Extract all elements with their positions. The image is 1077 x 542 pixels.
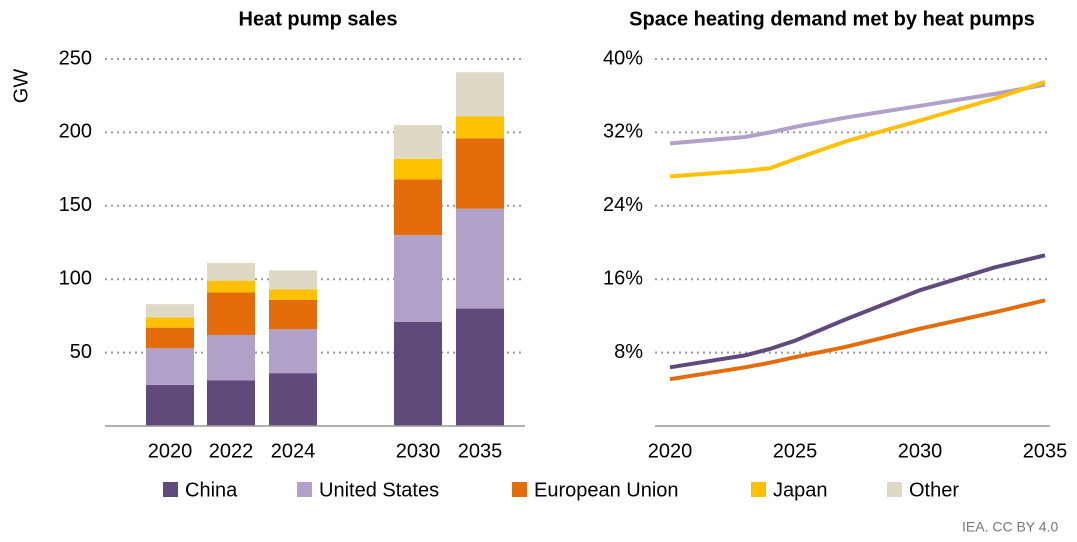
bar-segment xyxy=(146,317,194,328)
bar-segment xyxy=(146,348,194,385)
y-tick-label: 32% xyxy=(603,121,643,143)
x-tick-label: 2025 xyxy=(773,440,818,462)
source-note: IEA. CC BY 4.0 xyxy=(962,519,1058,535)
line-series xyxy=(669,80,1046,179)
line-series xyxy=(669,298,1046,382)
bar-segment xyxy=(207,334,255,381)
chart-title: Space heating demand met by heat pumps xyxy=(629,8,1035,30)
legend-label: European Union xyxy=(534,479,679,501)
y-axis-label: GW xyxy=(10,69,32,104)
x-tick-label: 2030 xyxy=(898,440,943,462)
x-tick-label: 2035 xyxy=(458,440,503,462)
x-tick-label: 2024 xyxy=(271,440,316,462)
bar-segment xyxy=(394,158,442,180)
y-tick-label: 100 xyxy=(59,267,92,289)
legend-label: United States xyxy=(319,479,439,501)
bar-segment xyxy=(456,72,504,117)
line-series xyxy=(669,82,1046,146)
y-tick-label: 24% xyxy=(603,194,643,216)
x-tick-label: 2020 xyxy=(648,440,693,462)
legend-label: China xyxy=(185,479,238,501)
bar-segment xyxy=(269,289,317,300)
line-series xyxy=(669,253,1046,370)
bar-segment xyxy=(146,304,194,318)
bar-segment xyxy=(146,327,194,349)
bar-segment xyxy=(456,138,504,209)
legend-swatch xyxy=(163,482,178,497)
y-tick-label: 40% xyxy=(603,47,643,69)
bar-segment xyxy=(269,329,317,374)
x-tick-label: 2022 xyxy=(209,440,254,462)
bar-segment xyxy=(456,116,504,139)
bar-segment xyxy=(269,299,317,330)
chart-title: Heat pump sales xyxy=(239,8,398,30)
y-tick-label: 200 xyxy=(59,121,92,143)
legend-swatch xyxy=(751,482,766,497)
legend-label: Other xyxy=(909,479,959,501)
bar-segment xyxy=(207,380,255,426)
x-tick-label: 2020 xyxy=(148,440,193,462)
y-tick-label: 250 xyxy=(59,47,92,69)
bar-segment xyxy=(207,280,255,293)
bar-segment xyxy=(394,321,442,426)
bar-segment xyxy=(394,179,442,236)
bar-segment xyxy=(394,125,442,159)
x-tick-label: 2030 xyxy=(396,440,441,462)
bar-segment xyxy=(456,208,504,309)
bar-segment xyxy=(146,384,194,426)
legend-swatch xyxy=(297,482,312,497)
legend-swatch xyxy=(512,482,527,497)
y-tick-label: 8% xyxy=(614,341,643,363)
y-tick-label: 50 xyxy=(70,341,92,363)
bar-segment xyxy=(269,373,317,426)
x-tick-label: 2035 xyxy=(1023,440,1068,462)
legend-label: Japan xyxy=(773,479,828,501)
bar-segment xyxy=(269,270,317,290)
bar-segment xyxy=(456,308,504,426)
bar-segment xyxy=(394,235,442,322)
bar-segment xyxy=(207,292,255,335)
y-tick-label: 16% xyxy=(603,267,643,289)
legend-swatch xyxy=(887,482,902,497)
y-tick-label: 150 xyxy=(59,194,92,216)
bar-segment xyxy=(207,263,255,281)
